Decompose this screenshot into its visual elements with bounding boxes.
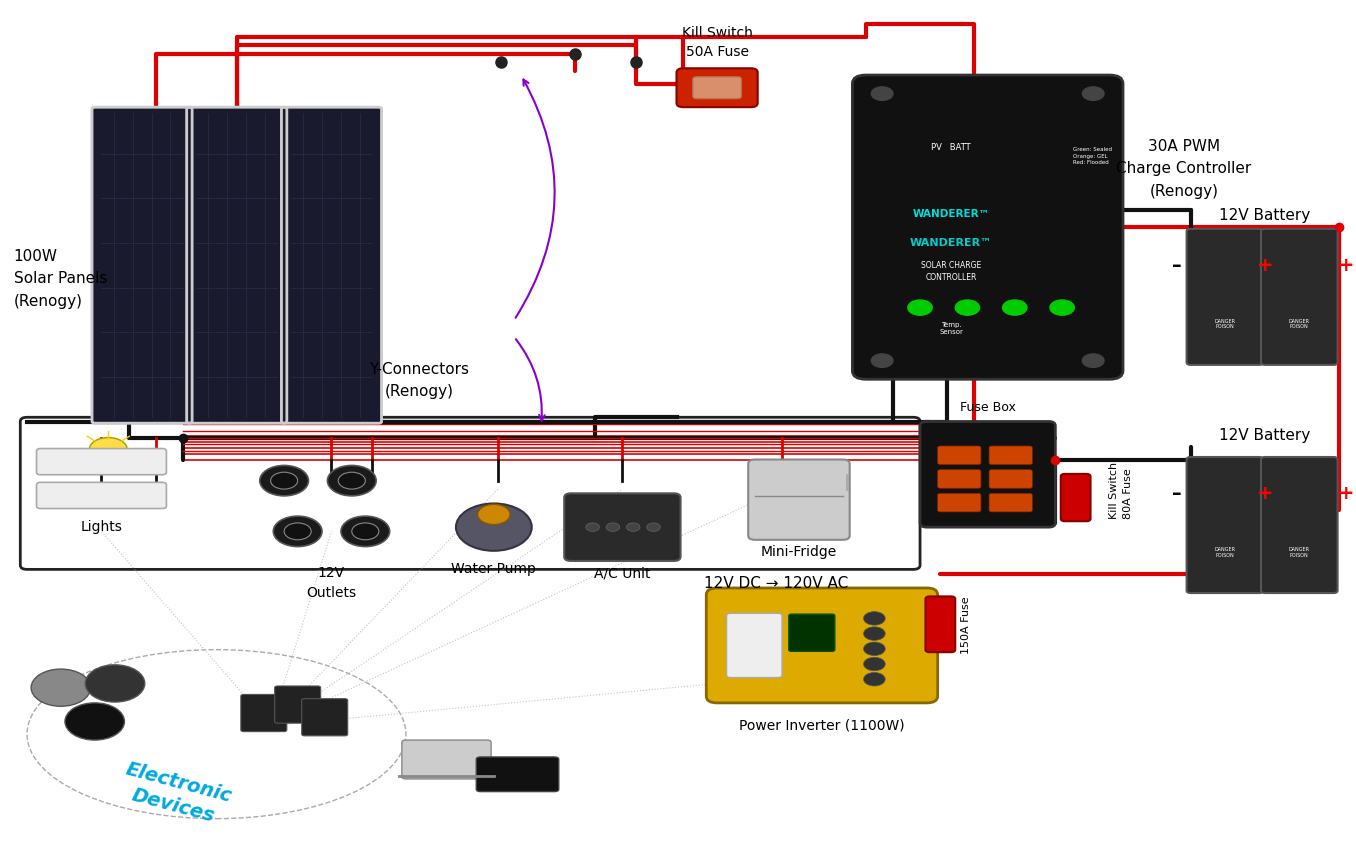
Circle shape: [586, 523, 599, 532]
FancyBboxPatch shape: [727, 614, 782, 678]
Circle shape: [271, 473, 298, 490]
Text: WANDERER™: WANDERER™: [913, 208, 990, 219]
Text: +: +: [1257, 256, 1273, 274]
Text: DANGER
POISON: DANGER POISON: [1288, 318, 1310, 329]
FancyBboxPatch shape: [1261, 457, 1337, 593]
Circle shape: [872, 88, 894, 101]
Circle shape: [1082, 354, 1104, 368]
FancyBboxPatch shape: [937, 470, 980, 489]
FancyBboxPatch shape: [749, 460, 850, 540]
Text: 100W
Solar Panels
(Renogy): 100W Solar Panels (Renogy): [14, 249, 107, 308]
FancyBboxPatch shape: [92, 108, 193, 424]
FancyBboxPatch shape: [302, 699, 347, 736]
FancyBboxPatch shape: [853, 76, 1123, 380]
Text: +: +: [1338, 484, 1355, 502]
Circle shape: [864, 627, 885, 641]
Circle shape: [864, 673, 885, 686]
Circle shape: [85, 665, 145, 702]
FancyBboxPatch shape: [919, 422, 1055, 528]
FancyBboxPatch shape: [989, 446, 1032, 465]
Circle shape: [274, 517, 321, 547]
Text: PV   BATT: PV BATT: [932, 143, 971, 152]
Circle shape: [1082, 88, 1104, 101]
Circle shape: [31, 669, 91, 706]
Circle shape: [65, 703, 125, 740]
Circle shape: [864, 642, 885, 656]
Text: Electronic
Devices: Electronic Devices: [118, 759, 235, 828]
Circle shape: [351, 523, 378, 540]
Circle shape: [340, 517, 389, 547]
Circle shape: [477, 505, 510, 525]
FancyBboxPatch shape: [187, 108, 287, 424]
Text: –: –: [1173, 484, 1182, 502]
Text: –: –: [1173, 256, 1182, 274]
FancyBboxPatch shape: [401, 740, 491, 779]
Circle shape: [955, 300, 979, 316]
Text: Green: Sealed
Orange: GEL
Red: Flooded: Green: Sealed Orange: GEL Red: Flooded: [1073, 147, 1112, 165]
Circle shape: [909, 300, 932, 316]
Circle shape: [626, 523, 640, 532]
FancyBboxPatch shape: [937, 494, 980, 512]
Text: Y-Connectors
(Renogy): Y-Connectors (Renogy): [369, 361, 469, 398]
Text: +: +: [1257, 484, 1273, 502]
Text: Lights: Lights: [80, 519, 122, 533]
Circle shape: [872, 354, 894, 368]
Circle shape: [456, 504, 532, 551]
FancyBboxPatch shape: [275, 686, 320, 723]
FancyBboxPatch shape: [1186, 457, 1264, 593]
Circle shape: [89, 438, 127, 462]
Text: Kill Switch
80A Fuse: Kill Switch 80A Fuse: [1109, 461, 1132, 518]
FancyBboxPatch shape: [37, 449, 167, 475]
Text: Temp.
Sensor: Temp. Sensor: [940, 322, 963, 335]
FancyBboxPatch shape: [241, 695, 287, 732]
Text: 30A PWM
Charge Controller
(Renogy): 30A PWM Charge Controller (Renogy): [1116, 139, 1252, 198]
Text: DANGER
POISON: DANGER POISON: [1215, 546, 1235, 557]
FancyBboxPatch shape: [693, 78, 742, 100]
Circle shape: [285, 523, 311, 540]
Text: DANGER
POISON: DANGER POISON: [1288, 546, 1310, 557]
FancyBboxPatch shape: [1060, 474, 1090, 522]
Text: 12V DC → 120V AC: 12V DC → 120V AC: [704, 576, 848, 591]
Text: A/C Unit: A/C Unit: [594, 565, 651, 580]
FancyBboxPatch shape: [1261, 230, 1337, 365]
FancyBboxPatch shape: [282, 108, 381, 424]
FancyBboxPatch shape: [989, 470, 1032, 489]
Text: Fuse Box: Fuse Box: [960, 401, 1016, 414]
FancyBboxPatch shape: [925, 597, 955, 652]
Text: 150A Fuse: 150A Fuse: [960, 596, 971, 653]
Text: Mini-Fridge: Mini-Fridge: [761, 544, 837, 559]
Circle shape: [647, 523, 660, 532]
FancyBboxPatch shape: [937, 446, 980, 465]
Circle shape: [864, 657, 885, 671]
Text: WANDERER™: WANDERER™: [910, 237, 993, 247]
FancyBboxPatch shape: [564, 494, 681, 561]
Circle shape: [606, 523, 620, 532]
Text: 12V
Outlets: 12V Outlets: [306, 565, 357, 599]
Circle shape: [338, 473, 365, 490]
Circle shape: [260, 466, 308, 496]
Circle shape: [864, 612, 885, 625]
Circle shape: [327, 466, 376, 496]
Text: 12V Battery: 12V Battery: [1219, 208, 1311, 223]
FancyBboxPatch shape: [37, 483, 167, 509]
Text: SOLAR CHARGE
CONTROLLER: SOLAR CHARGE CONTROLLER: [921, 261, 982, 281]
FancyBboxPatch shape: [1186, 230, 1264, 365]
FancyBboxPatch shape: [476, 757, 559, 792]
Text: +: +: [1338, 256, 1355, 274]
Text: Power Inverter (1100W): Power Inverter (1100W): [739, 717, 904, 732]
FancyBboxPatch shape: [677, 69, 758, 108]
Text: DANGER
POISON: DANGER POISON: [1215, 318, 1235, 329]
FancyBboxPatch shape: [989, 494, 1032, 512]
Circle shape: [1050, 300, 1074, 316]
Text: 12V Battery: 12V Battery: [1219, 427, 1311, 442]
FancyBboxPatch shape: [706, 588, 937, 703]
Text: Kill Switch
50A Fuse: Kill Switch 50A Fuse: [682, 25, 753, 59]
FancyBboxPatch shape: [789, 614, 835, 652]
Circle shape: [1002, 300, 1026, 316]
Text: Water Pump: Water Pump: [452, 561, 536, 576]
